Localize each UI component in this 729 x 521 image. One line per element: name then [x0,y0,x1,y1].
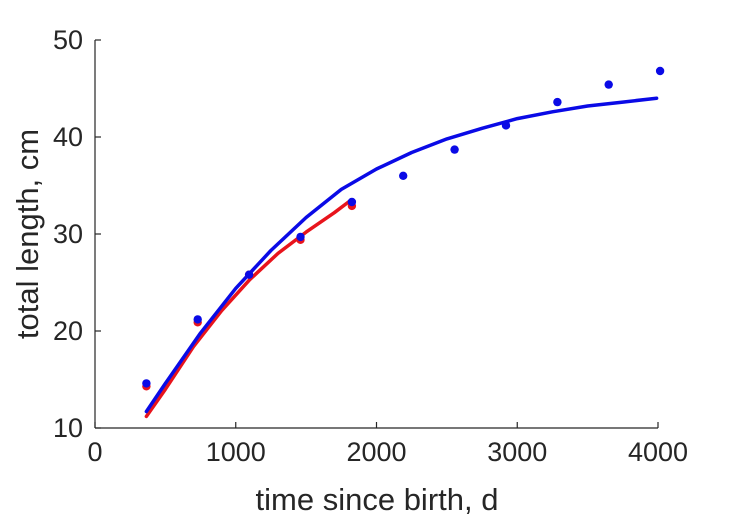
data-point [399,171,408,180]
fit-curve-3 [144,96,659,414]
data-point [296,232,305,242]
x-axis-title: time since birth, d [256,482,499,517]
x-tick-label: 2000 [346,437,406,467]
y-tick-label: 10 [53,413,83,443]
data-point [142,379,151,388]
y-tick-label: 30 [53,219,83,249]
x-tick-label: 4000 [628,437,688,467]
data-point [450,145,459,154]
x-tick-label: 1000 [206,437,266,467]
fit-curve-2 [144,199,352,419]
x-tick-label: 3000 [487,437,547,467]
y-axis-title: total length, cm [10,129,45,339]
data-point [501,121,511,130]
data-point [604,80,613,89]
x-tick-label: 0 [87,437,102,467]
y-tick-label: 40 [53,122,83,152]
fitted-curves [144,96,659,419]
data-points [142,66,665,391]
data-point [347,197,357,207]
data-point [655,66,665,76]
axis-ticks: 0 1000 2000 3000 4000 10 20 30 40 50 [53,25,688,467]
data-point [193,315,202,324]
data-point [244,270,254,279]
y-tick-label: 20 [53,316,83,346]
y-tick-label: 50 [53,25,83,55]
data-point [553,97,562,107]
